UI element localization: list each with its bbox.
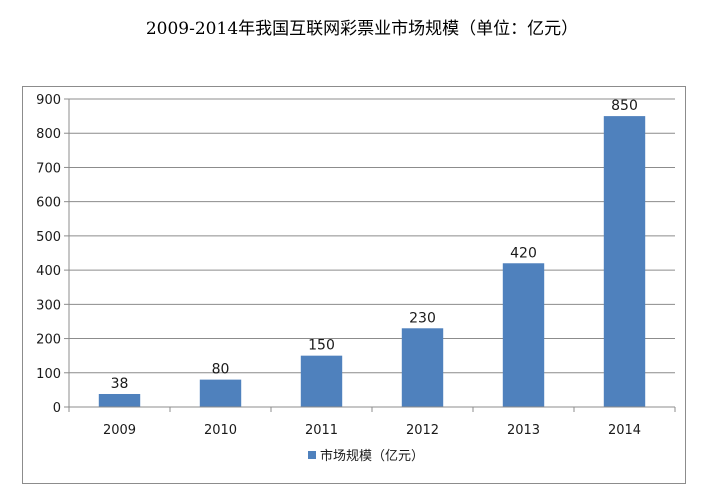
- x-tick-label: 2014: [608, 423, 641, 438]
- x-tick-label: 2010: [204, 423, 237, 438]
- data-label: 230: [409, 310, 436, 326]
- bar-chart: 0 100 200 300 400 500 600 700 800 900 38 2009 80 2010…: [36, 93, 676, 464]
- y-tick-label: 300: [36, 298, 61, 313]
- data-label: 80: [212, 362, 230, 378]
- bar: [300, 355, 343, 407]
- y-tick-label: 200: [36, 333, 61, 348]
- y-tick-label: 600: [36, 196, 61, 211]
- data-label: 850: [611, 98, 638, 114]
- y-tick-label: 700: [36, 161, 61, 176]
- legend-label: 市场规模（亿元）: [320, 448, 424, 464]
- y-tick-label: 900: [36, 93, 61, 108]
- data-label: 38: [111, 376, 129, 392]
- bar: [401, 328, 444, 407]
- x-tick-label: 2012: [406, 423, 439, 438]
- x-tick-label: 2013: [507, 423, 540, 438]
- x-tick-label: 2009: [103, 423, 136, 438]
- bar: [98, 393, 141, 407]
- bar: [199, 379, 242, 407]
- y-tick-label: 100: [36, 367, 61, 382]
- bar: [502, 263, 545, 407]
- y-tick-label: 800: [36, 127, 61, 142]
- data-label: 420: [510, 245, 537, 261]
- y-tick-label: 0: [53, 401, 61, 416]
- y-tick-label: 500: [36, 230, 61, 245]
- bar: [603, 116, 646, 407]
- y-tick-label: 400: [36, 264, 61, 279]
- chart-area: 0 100 200 300 400 500 600 700 800 900 38 2009 80 2010…: [22, 86, 686, 484]
- x-tick-label: 2011: [305, 423, 338, 438]
- page-title: 2009-2014年我国互联网彩票业市场规模（单位：亿元）: [145, 19, 579, 39]
- data-label: 150: [308, 338, 335, 354]
- legend-swatch: [308, 451, 316, 459]
